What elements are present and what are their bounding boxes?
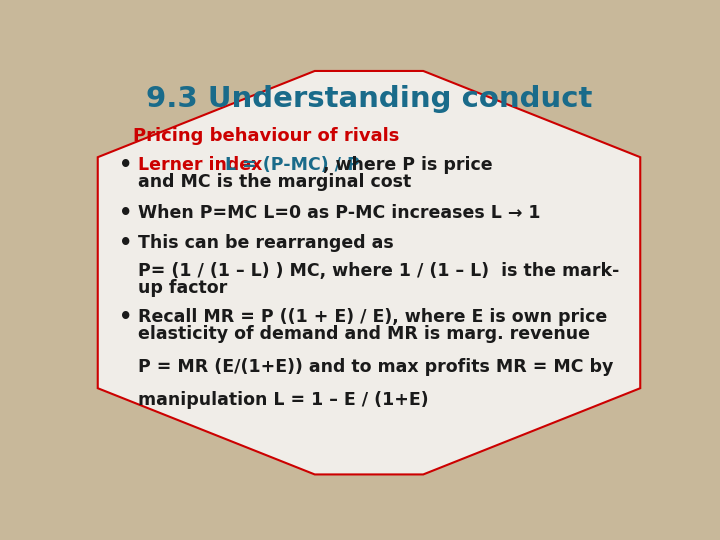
Text: Lerner index: Lerner index <box>138 156 262 174</box>
Text: 9.3 Understanding conduct: 9.3 Understanding conduct <box>146 85 592 113</box>
Text: •: • <box>120 233 132 253</box>
Text: P = MR (E/(1+E)) and to max profits MR = MC by: P = MR (E/(1+E)) and to max profits MR =… <box>138 357 613 376</box>
Text: and MC is the marginal cost: and MC is the marginal cost <box>138 173 411 191</box>
Text: When P=MC L=0 as P-MC increases L → 1: When P=MC L=0 as P-MC increases L → 1 <box>138 204 541 221</box>
Text: up factor: up factor <box>138 279 228 297</box>
Polygon shape <box>98 71 640 475</box>
Text: •: • <box>120 202 132 222</box>
Text: L = (P-MC) / P: L = (P-MC) / P <box>213 156 360 174</box>
Text: elasticity of demand and MR is marg. revenue: elasticity of demand and MR is marg. rev… <box>138 325 590 343</box>
Text: Recall MR = P ((1 + E) / E), where E is own price: Recall MR = P ((1 + E) / E), where E is … <box>138 308 607 326</box>
Text: •: • <box>120 155 132 175</box>
Text: P= (1 / (1 – L) ) MC, where 1 / (1 – L)  is the mark-: P= (1 / (1 – L) ) MC, where 1 / (1 – L) … <box>138 262 619 280</box>
Text: manipulation L = 1 – E / (1+E): manipulation L = 1 – E / (1+E) <box>138 391 428 409</box>
Text: Pricing behaviour of rivals: Pricing behaviour of rivals <box>132 127 399 145</box>
Text: This can be rearranged as: This can be rearranged as <box>138 234 394 252</box>
Text: , where P is price: , where P is price <box>323 156 493 174</box>
Text: •: • <box>120 307 132 327</box>
